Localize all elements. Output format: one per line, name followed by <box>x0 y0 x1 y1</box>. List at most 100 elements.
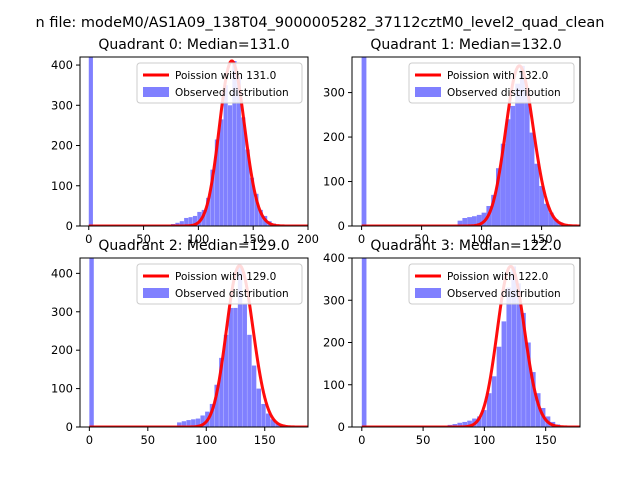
quadrant-3-poisson-line <box>361 264 580 427</box>
quadrant-1-legend: Poission with 132.0 Observed distribution <box>408 62 575 104</box>
quadrant-1-hist-bar-12 <box>510 105 516 226</box>
quadrant-1-hist-bar-5 <box>476 214 482 226</box>
quadrant-2-hist-bar-1 <box>177 422 182 427</box>
quadrant-0-plot-area <box>88 57 308 226</box>
quadrant-1-xtick-label-0: 0 <box>358 232 365 246</box>
quadrant-0-hist-bar-6 <box>192 215 198 226</box>
quadrant-3-xtick-label-3: 150 <box>535 433 557 447</box>
quadrant-0-hist-bar-2 <box>175 222 180 226</box>
quadrant-3-xtick-label-1: 50 <box>416 433 431 447</box>
quadrant-2-ytick-label-1: 100 <box>51 382 73 396</box>
quadrant-2-xtick-label-1: 50 <box>140 433 155 447</box>
quadrant-3-hist-bar-8 <box>481 410 487 427</box>
quadrant-2-xtick-label-3: 150 <box>254 433 276 447</box>
quadrant-1-hist-bar-18 <box>539 185 544 226</box>
quadrant-3-plot-area <box>361 258 580 427</box>
quadrant-0-hist-bar-11 <box>214 139 219 226</box>
quadrant-1-legend-box <box>408 62 575 104</box>
quadrant-0-hist-bar-14 <box>227 105 233 226</box>
quadrant-0-xtick-label-1: 50 <box>136 232 151 246</box>
quadrant-2-hist-bar-18 <box>256 388 261 427</box>
quadrant-2-ytick-label-3: 300 <box>51 305 73 319</box>
quadrant-2-poisson-line <box>89 264 308 427</box>
quadrant-2-hist-bar-11 <box>223 334 229 427</box>
quadrant-1-hist-bar-0 <box>361 57 367 226</box>
quadrant-1-hist-bar-13 <box>515 83 520 226</box>
quadrant-3-hist-bar-11 <box>496 346 502 427</box>
quadrant-2-axes-frame <box>79 257 309 428</box>
quadrant-2-hist-bar-14 <box>237 265 243 427</box>
quadrant-2-hist-bar-22 <box>275 423 280 427</box>
quadrant-0-hist-bar-4 <box>184 217 189 226</box>
quadrant-0-hist-bar-5 <box>188 217 193 226</box>
quadrant-1-hist-bar-4 <box>472 216 477 226</box>
quadrant-2-hist-bar-17 <box>251 365 257 427</box>
quadrant-0-hist-bar-13 <box>223 85 228 226</box>
quadrant-1-panel: 0 50 100 150 0 100 200 300 Quadrant 1: Median=13… <box>323 37 581 246</box>
quadrant-2-xtick-label-2: 100 <box>195 433 217 447</box>
quadrant-1-hist-bar-8 <box>491 194 496 226</box>
quadrant-1-hist-bar-14 <box>520 65 525 226</box>
quadrant-3-xtick-label-0: 0 <box>358 433 365 447</box>
quadrant-3-panel: 0 50 100 150 0 100 200 300 400 Quadrant 3: Median… <box>323 238 581 447</box>
quadrant-2-hist-bar-13 <box>233 307 238 427</box>
quadrant-1-hist-bar-10 <box>500 143 506 226</box>
quadrant-0-hist-bar-19 <box>249 177 255 226</box>
quadrant-0-hist-bar-18 <box>245 149 250 226</box>
quadrant-1-ytick-label-3: 300 <box>323 86 345 100</box>
quadrant-1-ytick-label-2: 200 <box>323 130 345 144</box>
quadrant-2-hist-bar-19 <box>261 403 266 427</box>
quadrant-2-legend-box <box>136 263 303 305</box>
quadrant-1-hist-bar-19 <box>544 203 549 226</box>
quadrant-0-ytick-label-2: 200 <box>51 139 73 153</box>
quadrant-3-title: Quadrant 3: Median=122.0 <box>370 238 561 254</box>
quadrant-0-hist-bar-17 <box>241 117 246 226</box>
quadrant-3-hist-bar-16 <box>521 312 526 427</box>
quadrant-0-xtick-label-2: 100 <box>187 232 209 246</box>
quadrant-1-xtick-label-3: 150 <box>531 232 553 246</box>
quadrant-1-ytick-label-0: 0 <box>338 219 345 233</box>
quadrant-2-hist-bar-16 <box>247 334 252 427</box>
quadrant-0-panel: 0 50 100 150 200 0 100 200 300 400 Quadrant 0: Med… <box>51 37 319 246</box>
quadrant-1-hist-bar-20 <box>548 212 554 226</box>
quadrant-1-hist-bar-3 <box>467 217 472 226</box>
quadrant-0-ytick-label-4: 400 <box>51 58 73 72</box>
quadrant-0-hist-bar-0 <box>88 57 93 226</box>
quadrant-2-legend-hist-swatch <box>143 288 169 298</box>
quadrant-3-ytick-label-0: 0 <box>338 420 345 434</box>
quadrant-3-hist-bar-19 <box>535 393 541 427</box>
quadrant-1-hist-bar-9 <box>496 168 501 226</box>
quadrant-2-ytick-label-4: 400 <box>51 266 73 280</box>
quadrant-0-hist-bar-9 <box>206 197 211 226</box>
quadrant-2-legend-label-fit: Poission with 129.0 <box>175 271 276 283</box>
quadrant-2-hist-bar-3 <box>186 420 191 427</box>
quadrant-0-hist-bar-10 <box>210 169 215 226</box>
quadrant-0-ytick-label-0: 0 <box>66 219 73 233</box>
quadrant-1-xtick-label-2: 100 <box>471 232 493 246</box>
quadrant-1-xtick-label-1: 50 <box>414 232 429 246</box>
quadrant-2-plot-area <box>89 258 308 427</box>
quadrant-2-hist-bar-5 <box>195 418 201 427</box>
quadrant-1-axes-frame <box>351 56 581 227</box>
quadrant-3-hist-bar-3 <box>457 422 463 427</box>
quadrant-3-ytick-label-2: 200 <box>323 336 345 350</box>
quadrant-2-hist-bar-20 <box>265 413 271 427</box>
quadrant-2-xtick-label-0: 0 <box>86 433 93 447</box>
quadrant-2-hist-bar-9 <box>214 384 219 427</box>
quadrant-0-legend-hist-swatch <box>143 87 169 97</box>
quadrant-3-legend-hist-swatch <box>415 288 441 298</box>
quadrant-3-hist-bar-12 <box>501 321 507 427</box>
quadrant-3-ytick-label-3: 300 <box>323 293 345 307</box>
quadrant-3-hist-bar-10 <box>491 376 497 427</box>
quadrant-2-hist-bar-12 <box>228 307 233 427</box>
quadrant-3-ytick-label-4: 400 <box>323 251 345 265</box>
quadrant-3-hist-bar-17 <box>526 342 531 427</box>
quadrant-2-legend: Poission with 129.0 Observed distribution <box>136 263 303 305</box>
quadrant-0-hist-bar-3 <box>179 221 184 226</box>
quadrant-3-hist-bar-7 <box>477 416 482 427</box>
quadrant-3-hist-bar-5 <box>467 420 472 427</box>
quadrant-0-ytick-label-1: 100 <box>51 179 73 193</box>
quadrant-0-hist-bar-21 <box>258 209 263 226</box>
quadrant-3-hist-bar-9 <box>486 393 492 427</box>
